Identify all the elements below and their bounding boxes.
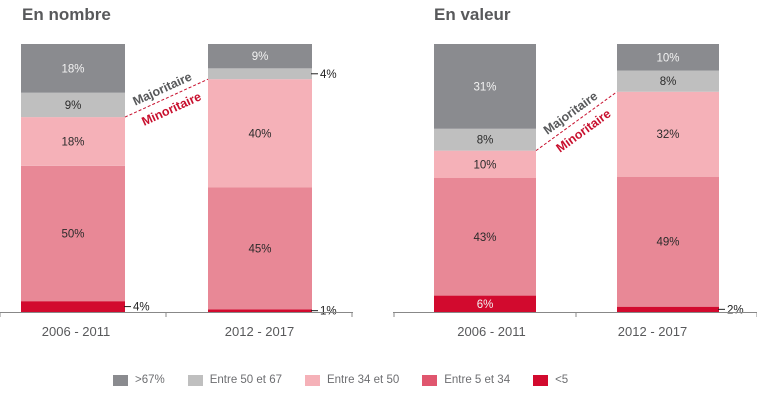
legend-item: Entre 34 et 50: [304, 374, 400, 386]
data-label: 2%: [727, 304, 744, 316]
category-label: 2006 - 2011: [457, 324, 525, 339]
bar-segment: [21, 44, 125, 93]
legend-item: <5: [533, 374, 568, 386]
data-label: 31%: [473, 81, 496, 93]
bar-segment: [208, 79, 312, 188]
data-label: 32%: [656, 129, 679, 141]
majority-divider-line: [124, 78, 209, 118]
legend-item: Entre 5 et 34: [422, 374, 510, 386]
bar-segment: [617, 306, 719, 312]
legend-label: Entre 50 et 67: [209, 374, 282, 386]
data-label: 1%: [320, 306, 337, 318]
data-label: 50%: [61, 228, 84, 240]
bar-segment: [21, 117, 125, 166]
data-label: 8%: [477, 135, 494, 147]
majority-divider-line: [535, 91, 618, 152]
bar-segment: [208, 309, 312, 312]
data-label: 10%: [656, 52, 679, 64]
data-label: 40%: [248, 128, 271, 140]
data-label: 9%: [252, 51, 269, 63]
bar-segment: [617, 91, 719, 177]
legend-swatch: [304, 374, 320, 386]
data-label: 45%: [248, 243, 271, 255]
left-panel-title: En nombre: [22, 5, 111, 24]
legend-item: >67%: [113, 374, 165, 386]
data-label: 18%: [61, 136, 84, 148]
right-panel-title: En valeur: [434, 5, 511, 24]
legend: >67% Entre 50 et 67 Entre 34 et 50 Entre…: [113, 374, 591, 386]
bar-segment: [208, 187, 312, 310]
data-label: 8%: [660, 76, 677, 88]
bar-segment: [434, 150, 536, 178]
bar-segment: [617, 176, 719, 307]
data-label: 6%: [477, 299, 494, 311]
bar-segment: [617, 44, 719, 71]
legend-swatch: [533, 374, 549, 386]
bar-segment: [434, 178, 536, 296]
charts-svg: 4% 50% 18% 9% 18% 2006 - 2011 1% 45% 40% 4% 9% 2012…: [0, 44, 757, 339]
data-label: 43%: [473, 232, 496, 244]
category-label: 2006 - 2011: [42, 324, 110, 339]
bar-segment: [208, 68, 312, 80]
bar-segment: [434, 44, 536, 129]
bar-segment: [434, 295, 536, 312]
data-label: 4%: [133, 302, 150, 314]
category-label: 2012 - 2017: [225, 324, 294, 339]
data-label: 18%: [61, 63, 84, 75]
bar-segment: [208, 44, 312, 69]
legend-label: >67%: [135, 374, 165, 386]
data-label: 9%: [65, 100, 82, 112]
legend-swatch: [422, 374, 438, 386]
data-label: 4%: [320, 69, 337, 81]
bar-segment: [21, 301, 125, 312]
bar-segment: [21, 165, 125, 302]
bar-segment: [617, 70, 719, 92]
data-label: 10%: [473, 159, 496, 171]
bar-segment: [434, 128, 536, 151]
legend-swatch: [187, 374, 203, 386]
legend-label: Entre 5 et 34: [444, 374, 511, 386]
category-label: 2012 - 2017: [618, 324, 687, 339]
bar-segment: [21, 92, 125, 118]
legend-item: Entre 50 et 67: [187, 374, 282, 386]
data-label: 49%: [656, 237, 679, 249]
legend-label: Entre 34 et 50: [326, 374, 400, 386]
legend-swatch: [113, 374, 128, 386]
legend-label: <5: [555, 374, 569, 386]
